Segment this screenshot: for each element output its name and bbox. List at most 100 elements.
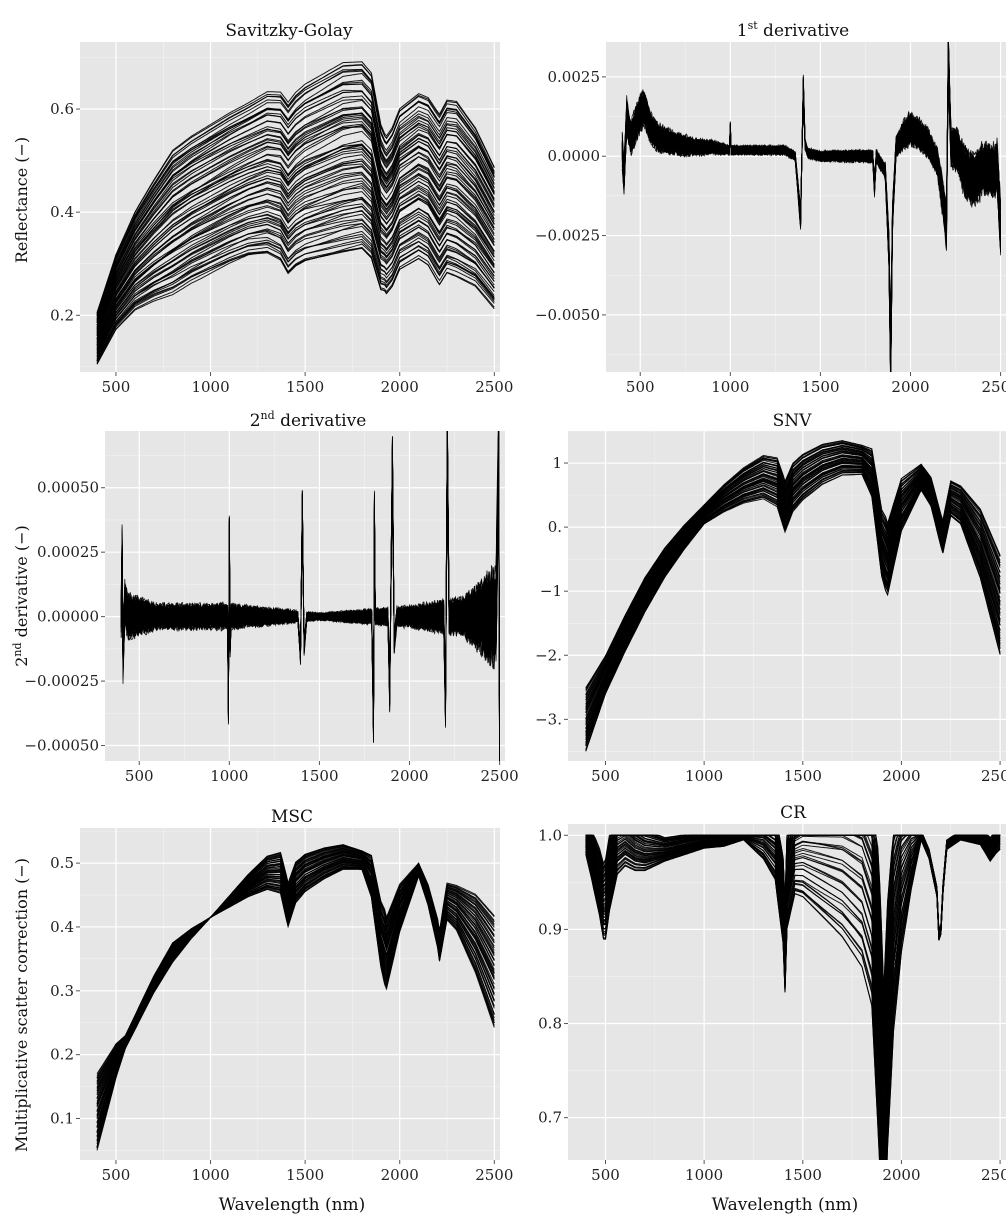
x-tick-label: 1500 — [801, 378, 839, 396]
spectrum-line — [96, 246, 495, 364]
y-tick-label: 0.0000 — [548, 147, 601, 165]
spectra-lines — [96, 61, 495, 365]
x-tick-label: 500 — [591, 1166, 620, 1184]
panel-title: MSC — [271, 807, 313, 827]
spectrum-line — [96, 144, 495, 336]
x-tick-label: 1000 — [191, 378, 229, 396]
y-tick-label: −0.0050 — [535, 306, 600, 324]
spectrum-line — [96, 112, 495, 327]
y-tick-label: 0. — [548, 518, 562, 536]
x-tick-label: 500 — [102, 378, 131, 396]
spectrum-line — [96, 64, 495, 315]
plot-background — [105, 431, 505, 761]
y-axis-label: 2nd derivative (−) — [11, 525, 31, 667]
spectrum-line — [96, 130, 495, 332]
spectra-lines — [621, 42, 1001, 372]
spectra-lines — [585, 834, 1001, 1160]
plot-area: 500 1000 1500 2000 2500 0.7 0.8 0.9 1.0 — [538, 824, 1006, 1184]
panel-cr: CR Wavelength (nm) 500 1000 1500 2000 2500 0.… — [538, 803, 1006, 1215]
x-tick-label: 1500 — [300, 767, 338, 785]
x-tick-label: 2000 — [381, 378, 419, 396]
y-tick-label: 0.2 — [50, 306, 74, 324]
plot-area: 500 1000 1500 2000 2500 0.2 0.4 0.6 — [50, 42, 513, 396]
panel-title: 1st derivative — [737, 19, 850, 41]
panel-second-derivative: 2nd derivative 2nd derivative (−) 500 100… — [11, 409, 519, 785]
y-tick-label: 0.7 — [538, 1109, 562, 1127]
y-tick-label: 0.4 — [50, 203, 74, 221]
x-tick-label: 2500 — [981, 1166, 1006, 1184]
x-tick-label: 2000 — [882, 1166, 920, 1184]
spectrum-line — [585, 834, 1001, 993]
x-tick-label: 2500 — [475, 378, 513, 396]
spectrum-line — [96, 89, 495, 324]
spectra-lines — [120, 431, 501, 761]
x-tick-label: 2000 — [390, 767, 428, 785]
x-tick-label: 2000 — [381, 1166, 419, 1184]
x-tick-label: 1500 — [286, 378, 324, 396]
panel-savitzky-golay: Savitzky-Golay Reflectance (−) 500 1000 15… — [12, 21, 513, 396]
y-tick-label: 0.00025 — [37, 543, 99, 561]
x-tick-label: 2500 — [981, 767, 1006, 785]
x-tick-label: 1000 — [685, 767, 723, 785]
spectrum-line — [96, 223, 495, 361]
spectrum-line — [96, 116, 495, 328]
y-tick-label: 1 — [552, 454, 562, 472]
spectrum-line — [96, 145, 495, 335]
panel-title: 2nd derivative — [250, 409, 367, 431]
spectrum-line — [621, 53, 1001, 329]
spectrum-line — [96, 107, 495, 326]
y-tick-label: −0.0025 — [535, 227, 600, 245]
x-axis-label: Wavelength (nm) — [219, 1195, 366, 1215]
spectra-lines — [585, 440, 1001, 752]
x-tick-label: 2500 — [475, 1166, 513, 1184]
x-tick-label: 1500 — [784, 767, 822, 785]
x-tick-label: 500 — [591, 767, 620, 785]
x-tick-label: 2500 — [982, 378, 1006, 396]
x-tick-label: 1000 — [711, 378, 749, 396]
y-tick-label: 0.00000 — [37, 608, 99, 626]
spectrum-line — [96, 95, 495, 322]
spectrum-line — [96, 185, 495, 345]
plot-area: 500 1000 1500 2000 2500 −3. −2. −1 0. 1 — [535, 430, 1006, 785]
y-tick-label: 0.9 — [538, 920, 562, 938]
x-axis-label: Wavelength (nm) — [712, 1195, 859, 1215]
x-tick-label: 1500 — [784, 1166, 822, 1184]
y-tick-label: −0.00025 — [24, 672, 99, 690]
spectra-lines — [96, 844, 495, 1151]
spectrum-line — [585, 440, 1001, 689]
spectrum-line — [96, 209, 495, 355]
y-tick-label: 0.2 — [50, 1046, 74, 1064]
y-tick-label: −3. — [535, 710, 562, 728]
spectrum-line — [96, 163, 495, 344]
x-tick-label: 500 — [626, 378, 655, 396]
y-tick-label: −0.00050 — [24, 737, 99, 755]
plot-background — [606, 42, 1006, 372]
spectrum-line — [120, 431, 501, 727]
panel-title: SNV — [773, 411, 813, 431]
spectrum-line — [96, 197, 495, 351]
panel-snv: SNV 500 1000 1500 2000 2500 −3. −2. −1 0. 1 — [535, 411, 1006, 785]
y-axis-label: Multiplicative scatter correction (−) — [12, 858, 31, 1152]
panel-title: Savitzky-Golay — [225, 21, 353, 41]
plot-area: 500 1000 1500 2000 2500 0.1 0.2 0.3 0.4 0.5 — [50, 828, 513, 1184]
panel-first-derivative: 1st derivative 500 1000 1500 2000 2500 −0.005… — [535, 19, 1006, 396]
x-tick-label: 2000 — [882, 767, 920, 785]
y-tick-label: 1.0 — [538, 826, 562, 844]
x-tick-label: 1500 — [286, 1166, 324, 1184]
x-tick-label: 2000 — [891, 378, 929, 396]
spectrum-line — [120, 431, 501, 730]
spectrum-line — [96, 223, 495, 357]
panel-msc: MSC Multiplicative scatter correction (−… — [12, 807, 513, 1215]
y-tick-label: 0.6 — [50, 100, 74, 118]
plot-area: 500 1000 1500 2000 2500 −0.0050 −0.0025 0.0000 0… — [535, 42, 1006, 396]
x-tick-label: 500 — [102, 1166, 131, 1184]
spectrum-line — [96, 61, 495, 313]
x-tick-label: 2500 — [481, 767, 519, 785]
spectrum-line — [96, 844, 495, 1075]
spectrum-line — [96, 219, 495, 357]
y-tick-label: 0.4 — [50, 918, 74, 936]
y-tick-label: 0.1 — [50, 1110, 74, 1128]
x-tick-label: 500 — [125, 767, 154, 785]
spectrum-line — [96, 125, 495, 333]
